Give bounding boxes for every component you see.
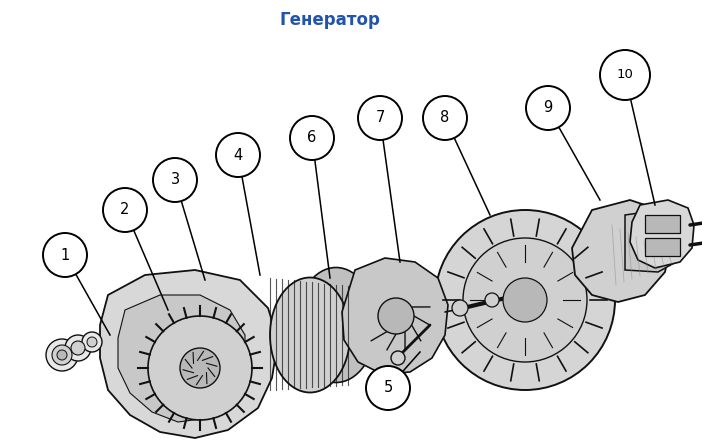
Circle shape <box>600 50 650 100</box>
Text: 2: 2 <box>120 202 130 218</box>
Ellipse shape <box>270 278 350 392</box>
Polygon shape <box>118 295 245 422</box>
Text: Генератор: Генератор <box>279 11 380 29</box>
Circle shape <box>82 332 102 352</box>
Circle shape <box>153 158 197 202</box>
Circle shape <box>391 351 405 365</box>
Circle shape <box>366 366 410 410</box>
Circle shape <box>71 341 85 355</box>
Text: 10: 10 <box>616 68 633 81</box>
Polygon shape <box>630 200 694 268</box>
Circle shape <box>52 345 72 365</box>
Text: 8: 8 <box>440 110 449 126</box>
Circle shape <box>148 316 252 420</box>
Circle shape <box>43 233 87 277</box>
Polygon shape <box>625 210 680 272</box>
Circle shape <box>485 293 499 307</box>
Polygon shape <box>342 258 448 374</box>
Circle shape <box>180 348 220 388</box>
Circle shape <box>423 96 467 140</box>
Polygon shape <box>572 200 672 302</box>
Circle shape <box>216 133 260 177</box>
Text: 9: 9 <box>543 101 552 115</box>
Text: 7: 7 <box>376 110 385 126</box>
Circle shape <box>452 300 468 316</box>
Circle shape <box>526 86 570 130</box>
Circle shape <box>358 96 402 140</box>
Text: 1: 1 <box>60 248 69 262</box>
Text: 5: 5 <box>383 380 392 396</box>
Circle shape <box>463 238 587 362</box>
FancyBboxPatch shape <box>645 215 680 233</box>
Circle shape <box>46 339 78 371</box>
Circle shape <box>103 188 147 232</box>
Circle shape <box>435 210 615 390</box>
Circle shape <box>87 337 97 347</box>
Circle shape <box>57 350 67 360</box>
Circle shape <box>65 335 91 361</box>
Text: 3: 3 <box>171 173 180 187</box>
Ellipse shape <box>296 267 376 383</box>
Text: 4: 4 <box>233 148 243 163</box>
Circle shape <box>378 298 414 334</box>
Polygon shape <box>100 270 278 438</box>
Circle shape <box>290 116 334 160</box>
Circle shape <box>503 278 547 322</box>
FancyBboxPatch shape <box>645 238 680 256</box>
Text: 6: 6 <box>307 131 317 146</box>
